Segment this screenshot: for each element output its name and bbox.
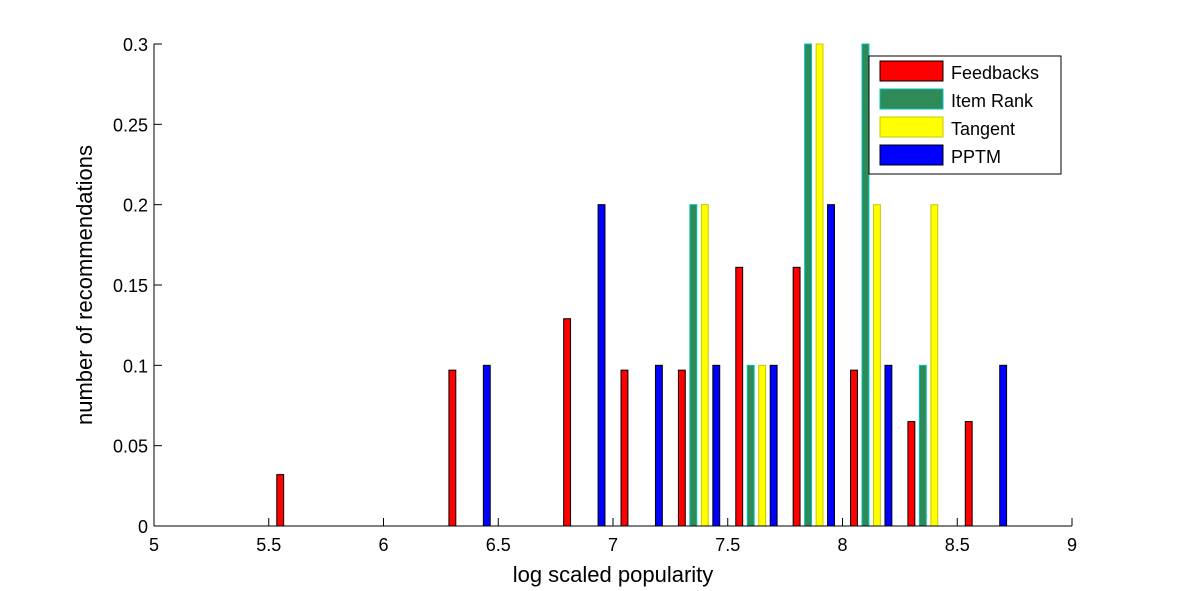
bar-feedbacks-7 (563, 318, 572, 527)
bar-pptm-9 (712, 364, 721, 527)
x-tick-label: 7.5 (715, 535, 740, 555)
legend-swatch-item-rank (879, 88, 944, 110)
legend-label-item-rank: Item Rank (951, 91, 1034, 111)
axes-layer: 5 5.5 6 6.5 7 7.5 8 8.5 9 0 0.05 0.1 0.15 0.2 0.25 0.3 (113, 35, 1077, 555)
bar-feedbacks-11 (792, 266, 801, 527)
bar-feedbacks-8 (620, 369, 629, 527)
bar-feedbacks-14 (964, 421, 973, 527)
y-tick-label: 0.3 (123, 35, 148, 55)
bar-pptm-5 (482, 364, 491, 527)
legend-label-pptm: PPTM (951, 147, 1001, 167)
bar-tangent-11 (815, 43, 824, 527)
bar-pptm-8 (654, 364, 663, 527)
x-tick-label: 7 (608, 535, 618, 555)
y-tick-label: 0.15 (113, 276, 148, 296)
bar-pptm-10 (769, 364, 778, 527)
y-tick-label: 0.05 (113, 437, 148, 457)
bar-item-rank-12 (861, 43, 870, 527)
bar-tangent-10 (758, 364, 767, 527)
bar-feedbacks-13 (907, 421, 916, 527)
x-tick-label: 8 (837, 535, 847, 555)
y-tick-label: 0.25 (113, 115, 148, 135)
y-tick-label: 0.2 (123, 196, 148, 216)
bars-layer (276, 43, 1008, 527)
bar-feedbacks-9 (677, 369, 686, 527)
bar-feedbacks-10 (735, 266, 744, 527)
bar-feedbacks-12 (850, 369, 858, 527)
x-tick-label: 5 (149, 535, 159, 555)
bar-pptm-7 (597, 204, 606, 527)
bar-tangent-12 (872, 204, 881, 527)
legend-swatch-pptm (879, 144, 944, 166)
bar-item-rank-11 (804, 43, 813, 527)
x-tick-label: 9 (1067, 535, 1077, 555)
legend-label-tangent: Tangent (951, 119, 1015, 139)
x-tick-label: 5.5 (256, 535, 281, 555)
bar-tangent-9 (700, 204, 709, 527)
y-tick-label: 0 (138, 517, 148, 537)
bar-item-rank-10 (746, 364, 755, 527)
legend-swatch-tangent (879, 116, 944, 138)
bar-pptm-12 (884, 364, 893, 527)
bar-feedbacks-2 (276, 474, 285, 527)
x-axis-label: log scaled popularity (513, 562, 714, 587)
legend: Feedbacks Item Rank Tangent PPTM (868, 55, 1062, 175)
legend-swatch-feedbacks (879, 60, 944, 82)
y-tick-label: 0.1 (123, 356, 148, 376)
bar-tangent-13 (930, 204, 939, 527)
bar-pptm-14 (999, 364, 1008, 527)
bar-pptm-11 (827, 204, 835, 527)
x-tick-label: 6.5 (486, 535, 511, 555)
bar-item-rank-13 (918, 364, 927, 527)
bar-feedbacks-5 (448, 369, 457, 527)
x-tick-label: 6 (378, 535, 388, 555)
x-tick-label: 8.5 (945, 535, 970, 555)
legend-label-feedbacks: Feedbacks (951, 63, 1039, 83)
bar-item-rank-9 (689, 204, 698, 527)
y-axis-label: number of recommendations (72, 145, 97, 425)
